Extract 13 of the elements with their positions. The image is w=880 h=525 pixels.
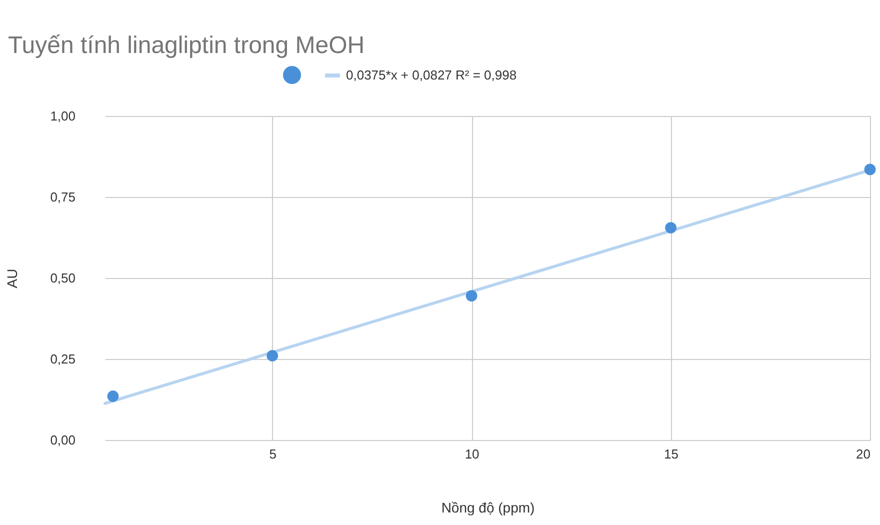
- x-tick-label: 20: [856, 446, 870, 462]
- y-axis-title: AU: [4, 268, 20, 288]
- chart-title: Tuyến tính linagliptin trong MeOH: [8, 32, 365, 59]
- y-tick-label: 1,00: [50, 108, 76, 124]
- y-tick-label: 0,50: [50, 270, 76, 286]
- x-tick-label: 5: [269, 446, 276, 462]
- y-tick-label: 0,75: [50, 190, 76, 204]
- x-tick-label: 10: [464, 446, 480, 462]
- x-axis-title: Nồng độ (ppm): [441, 500, 535, 516]
- x-tick-label: 15: [664, 446, 679, 462]
- y-tick-label: 0,00: [50, 432, 76, 448]
- legend-label: 0,0375*x + 0,0827 R² = 0,998: [346, 68, 517, 82]
- y-tick-label: 0,25: [50, 352, 76, 366]
